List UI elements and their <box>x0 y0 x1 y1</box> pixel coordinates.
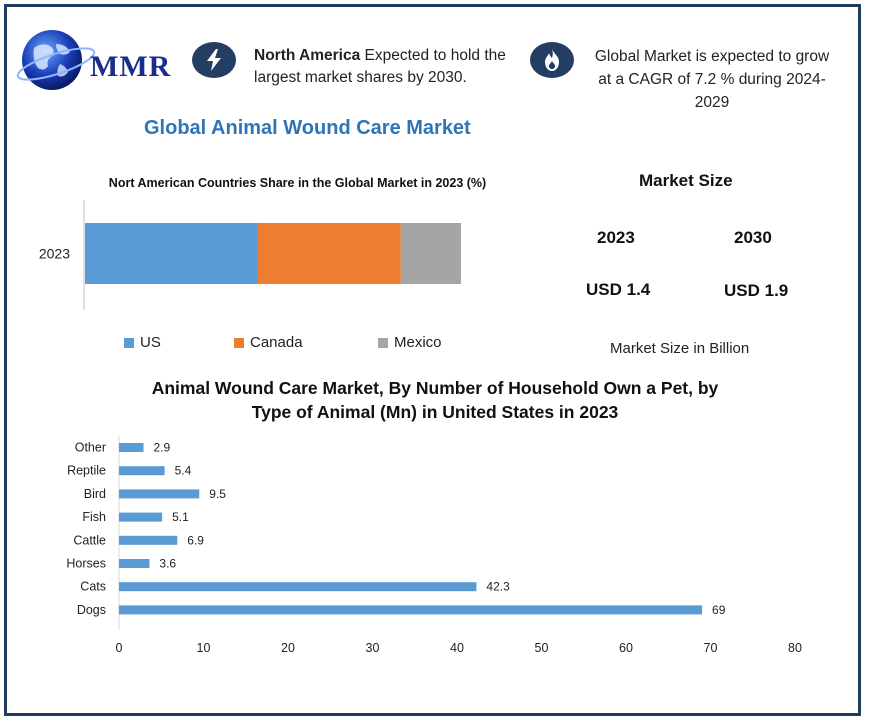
pet-x-tick-label: 30 <box>366 641 380 655</box>
market-size-value-2030: USD 1.9 <box>724 281 789 300</box>
highlight-2: Global Market is expected to grow at a C… <box>594 48 830 111</box>
pet-category-label: Cats <box>80 580 106 594</box>
pet-bar <box>119 535 178 545</box>
pet-x-tick-label: 70 <box>704 641 718 655</box>
legend-swatch-mexico <box>378 337 388 348</box>
market-size-value-2023: USD 1.4 <box>586 280 651 299</box>
highlight-1-strong: North America <box>254 47 361 64</box>
pet-bar <box>119 512 163 522</box>
pet-bar <box>119 489 200 499</box>
pet-value-label: 69 <box>712 603 726 617</box>
page-title: Global Animal Wound Care Market <box>144 117 471 139</box>
legend-item-canada: Canada <box>234 334 303 351</box>
pet-category-label: Cattle <box>73 533 106 547</box>
legend-swatch-us <box>124 337 134 348</box>
pet-x-tick-label: 20 <box>281 641 295 655</box>
highlight-icon-badge-2 <box>530 42 574 78</box>
pet-value-label: 42.3 <box>486 580 510 594</box>
pet-bar <box>119 582 477 592</box>
highlight-icon-badge-1 <box>192 42 236 78</box>
pet-value-label: 5.4 <box>175 464 192 478</box>
logo: MMR <box>16 24 176 94</box>
pet-bar <box>119 443 144 452</box>
pet-value-label: 5.1 <box>172 510 189 524</box>
globe-icon <box>16 30 96 90</box>
pet-x-tick-label: 40 <box>450 641 464 655</box>
legend-label-us: US <box>140 334 161 351</box>
pet-x-tick-label: 60 <box>619 641 633 655</box>
pet-bar <box>119 559 150 568</box>
infographic-frame <box>4 4 861 716</box>
legend-item-us: US <box>124 334 161 351</box>
stacked-chart-title: Nort American Countries Share in the Glo… <box>108 176 487 190</box>
pet-value-label: 6.9 <box>187 533 204 547</box>
legend-label-canada: Canada <box>250 334 303 351</box>
legend-label-mexico: Mexico <box>394 334 442 351</box>
highlight-1-text: Expected to hold the largest market shar… <box>254 47 506 86</box>
stacked-segment-canada <box>257 223 401 284</box>
market-size-year-2023: 2023 <box>597 228 635 247</box>
market-size-unit: Market Size in Billion <box>610 340 750 357</box>
highlight-1: North America Expected to hold the large… <box>254 45 524 89</box>
stacked-bar-chart: 2023 <box>39 200 461 310</box>
stacked-segment-mexico <box>400 223 461 284</box>
pet-bar <box>119 605 703 615</box>
pet-value-label: 9.5 <box>209 487 226 501</box>
pet-category-label: Horses <box>66 557 106 571</box>
pet-x-tick-label: 0 <box>116 641 123 655</box>
pet-value-label: 2.9 <box>154 441 171 455</box>
logo-text: MMR <box>90 50 172 83</box>
pet-x-tick-label: 80 <box>788 641 802 655</box>
lightning-icon <box>207 49 221 71</box>
legend-item-mexico: Mexico <box>378 334 442 351</box>
pet-bar <box>119 466 165 476</box>
market-size-title: Market Size <box>639 171 733 190</box>
pet-category-label: Fish <box>82 510 106 524</box>
flame-icon <box>545 49 559 71</box>
market-size-year-2030: 2030 <box>734 228 772 247</box>
pet-x-tick-label: 50 <box>535 641 549 655</box>
pet-category-label: Other <box>75 441 106 455</box>
pet-value-label: 3.6 <box>159 557 176 571</box>
stacked-segment-us <box>85 223 258 284</box>
pet-category-label: Reptile <box>67 464 106 478</box>
pet-x-tick-label: 10 <box>197 641 211 655</box>
stacked-chart-legend: US Canada Mexico <box>124 334 484 354</box>
pet-category-label: Dogs <box>77 603 106 617</box>
pet-category-label: Bird <box>84 487 106 501</box>
stacked-category-label: 2023 <box>39 246 70 262</box>
pet-chart-title: Animal Wound Care Market, By Number of H… <box>151 378 719 422</box>
pet-bar-chart: Other 2.9 Reptile 5.4 Bird 9.5 Fish 5.1 Cattle 6.… <box>66 436 802 655</box>
legend-swatch-canada <box>234 337 244 348</box>
